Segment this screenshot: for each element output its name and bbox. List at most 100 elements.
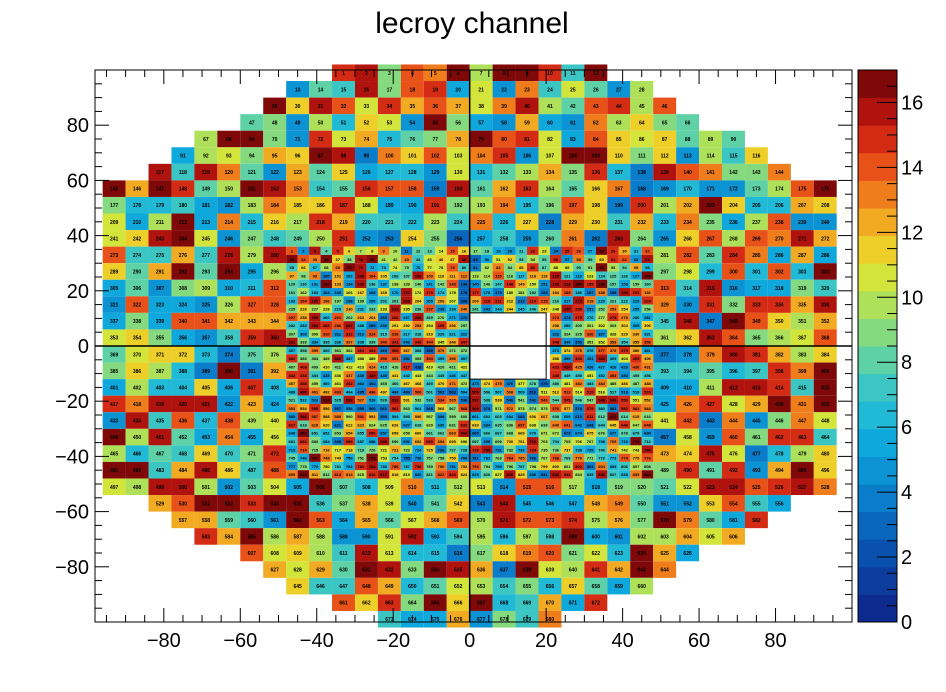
- inner-cell-label: 187: [587, 290, 594, 295]
- inner-cell: [584, 395, 596, 404]
- cell-label: 326: [225, 303, 234, 309]
- inner-cell: [377, 296, 390, 305]
- heatmap-cell: [217, 346, 241, 363]
- inner-cell: [549, 304, 562, 313]
- inner-cell-label: 326: [587, 331, 594, 336]
- cell-label: 367: [798, 336, 807, 342]
- inner-cell-label: 673: [564, 431, 571, 436]
- cell-label: 573: [546, 518, 555, 524]
- inner-cell: [320, 312, 333, 322]
- inner-cell-label: 257: [289, 315, 296, 320]
- cell-label: 307: [156, 286, 165, 292]
- inner-cell: [286, 346, 298, 355]
- heatmap-cell: [767, 478, 791, 496]
- inner-cell: [538, 420, 550, 429]
- inner-cell-label: 143: [449, 282, 456, 287]
- cell-label: 246: [225, 236, 234, 242]
- heatmap-cell: [744, 346, 768, 363]
- inner-cell: [297, 354, 310, 363]
- inner-cell: [343, 279, 355, 289]
- heatmap-cell: [813, 196, 837, 214]
- cell-label: 660: [638, 584, 647, 590]
- cell-label: 466: [133, 452, 142, 458]
- cell-label: 360: [271, 336, 280, 342]
- inner-cell: [584, 312, 596, 322]
- inner-cell: [469, 403, 482, 413]
- inner-cell-label: 488: [644, 381, 651, 386]
- cell-label: 398: [775, 369, 784, 375]
- inner-cell: [320, 337, 333, 346]
- inner-cell: [446, 346, 459, 355]
- inner-cell: [354, 337, 367, 346]
- cell-label: 194: [500, 203, 509, 209]
- cell-label: 316: [729, 286, 738, 292]
- inner-cell-label: 755: [403, 456, 410, 461]
- inner-cell: [412, 370, 424, 380]
- cell-label: 131: [477, 170, 486, 176]
- inner-cell-label: 796: [506, 464, 513, 469]
- inner-cell-label: 444: [426, 373, 433, 378]
- cell-label: 8: [503, 71, 506, 77]
- heatmap-cell: [469, 213, 493, 231]
- cell-label: 144: [775, 170, 784, 176]
- cell-label: 350: [775, 319, 784, 325]
- inner-cell-label: 686: [346, 439, 353, 444]
- inner-cell-label: 349: [564, 340, 571, 345]
- heatmap-cell: [240, 445, 264, 462]
- inner-cell: [446, 445, 459, 454]
- cell-label: 526: [775, 485, 784, 491]
- colorbar-band: [858, 428, 897, 457]
- heatmap-cell: [561, 511, 585, 529]
- inner-cell-label: 160: [644, 282, 651, 287]
- heatmap-cell: [676, 180, 700, 197]
- inner-cell-label: 833: [564, 472, 571, 477]
- inner-cell-label: 652: [323, 431, 330, 436]
- heatmap-cell: [767, 495, 791, 512]
- cell-label: 408: [271, 385, 280, 391]
- x-tick-label: −80: [147, 630, 181, 652]
- inner-cell-label: 522: [300, 398, 307, 403]
- inner-cell: [286, 379, 298, 388]
- inner-cell-label: 704: [552, 439, 559, 444]
- cell-label: 81: [524, 137, 530, 143]
- inner-cell: [572, 445, 585, 454]
- heatmap-cell: [423, 577, 447, 595]
- inner-cell: [607, 420, 619, 429]
- inner-cell: [630, 395, 642, 404]
- cell-label: 243: [156, 236, 165, 242]
- cell-label: 530: [179, 501, 188, 507]
- inner-cell: [286, 437, 298, 446]
- cell-label: 299: [706, 269, 715, 275]
- x-tick-label: 40: [611, 630, 633, 652]
- inner-cell: [354, 453, 367, 462]
- cell-label: 165: [569, 187, 578, 193]
- inner-cell: [400, 254, 413, 264]
- inner-cell: [446, 321, 459, 330]
- cell-label: 503: [248, 485, 257, 491]
- cell-label: 290: [133, 269, 142, 275]
- heatmap-cell: [263, 561, 287, 578]
- cell-label: 322: [133, 303, 142, 309]
- cell-label: 33: [364, 104, 370, 110]
- inner-cell-label: 22: [531, 249, 536, 254]
- inner-cell: [481, 445, 493, 454]
- inner-cell: [332, 312, 344, 322]
- inner-cell-label: 456: [644, 373, 651, 378]
- cell-label: 217: [293, 220, 302, 226]
- heatmap-cell: [515, 594, 539, 611]
- inner-cell-label: 736: [552, 447, 559, 452]
- inner-cell-label: 830: [529, 472, 536, 477]
- cell-label: 675: [431, 617, 440, 623]
- heatmap-cell: [377, 511, 401, 529]
- heatmap-cell: [584, 544, 608, 562]
- inner-cell: [320, 379, 333, 388]
- inner-cell: [458, 362, 470, 371]
- inner-cell: [527, 387, 539, 396]
- cell-label: 567: [408, 518, 417, 524]
- inner-cell-label: 45: [427, 257, 432, 262]
- inner-cell-label: 55: [542, 257, 547, 262]
- cell-label: 432: [821, 402, 830, 408]
- inner-cell-label: 603: [495, 414, 502, 419]
- inner-cell-label: 771: [587, 456, 594, 461]
- inner-cell: [400, 263, 413, 272]
